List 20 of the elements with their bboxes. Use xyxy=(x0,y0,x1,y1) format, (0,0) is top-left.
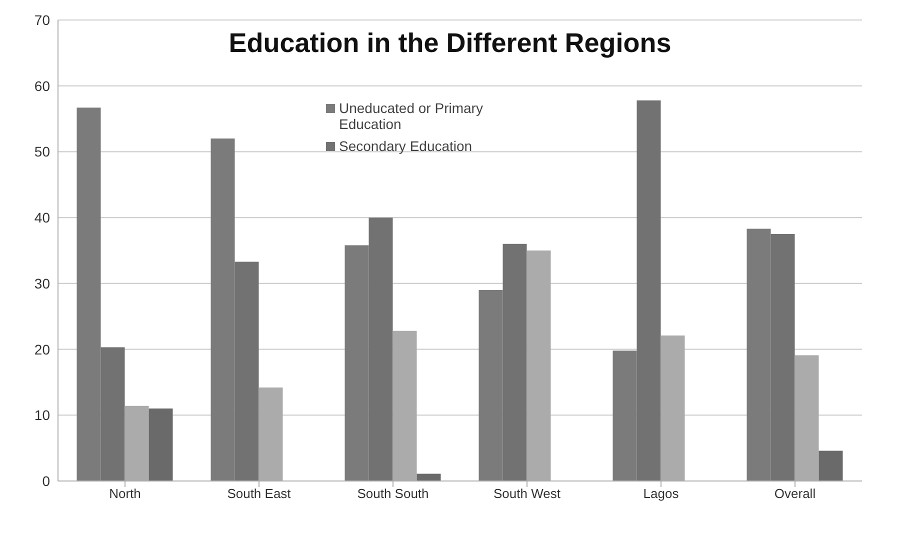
y-tick-label: 10 xyxy=(34,407,50,424)
legend-label: Uneducated or Primary Education xyxy=(339,100,484,132)
y-tick-label: 0 xyxy=(42,472,50,489)
x-tick-label: South West xyxy=(494,486,561,502)
y-tick-label: 40 xyxy=(34,210,50,226)
y-tick-label: 60 xyxy=(34,78,50,94)
chart-title: Education in the Different Regions xyxy=(228,28,672,59)
y-tick-label: 50 xyxy=(34,144,50,160)
bar xyxy=(818,450,843,481)
x-tick-label: South East xyxy=(227,486,292,502)
y-tick-label: 30 xyxy=(34,275,50,292)
legend-label: Secondary Education xyxy=(339,138,472,154)
x-tick-label: South South xyxy=(357,486,429,502)
bar xyxy=(148,408,173,481)
x-tick-label: North xyxy=(109,486,141,502)
x-tick-label: Lagos xyxy=(643,486,680,502)
y-tick-label: 70 xyxy=(34,12,50,28)
y-tick-label: 20 xyxy=(34,341,50,358)
x-tick-label: Overall xyxy=(774,486,816,502)
bar xyxy=(416,474,441,481)
